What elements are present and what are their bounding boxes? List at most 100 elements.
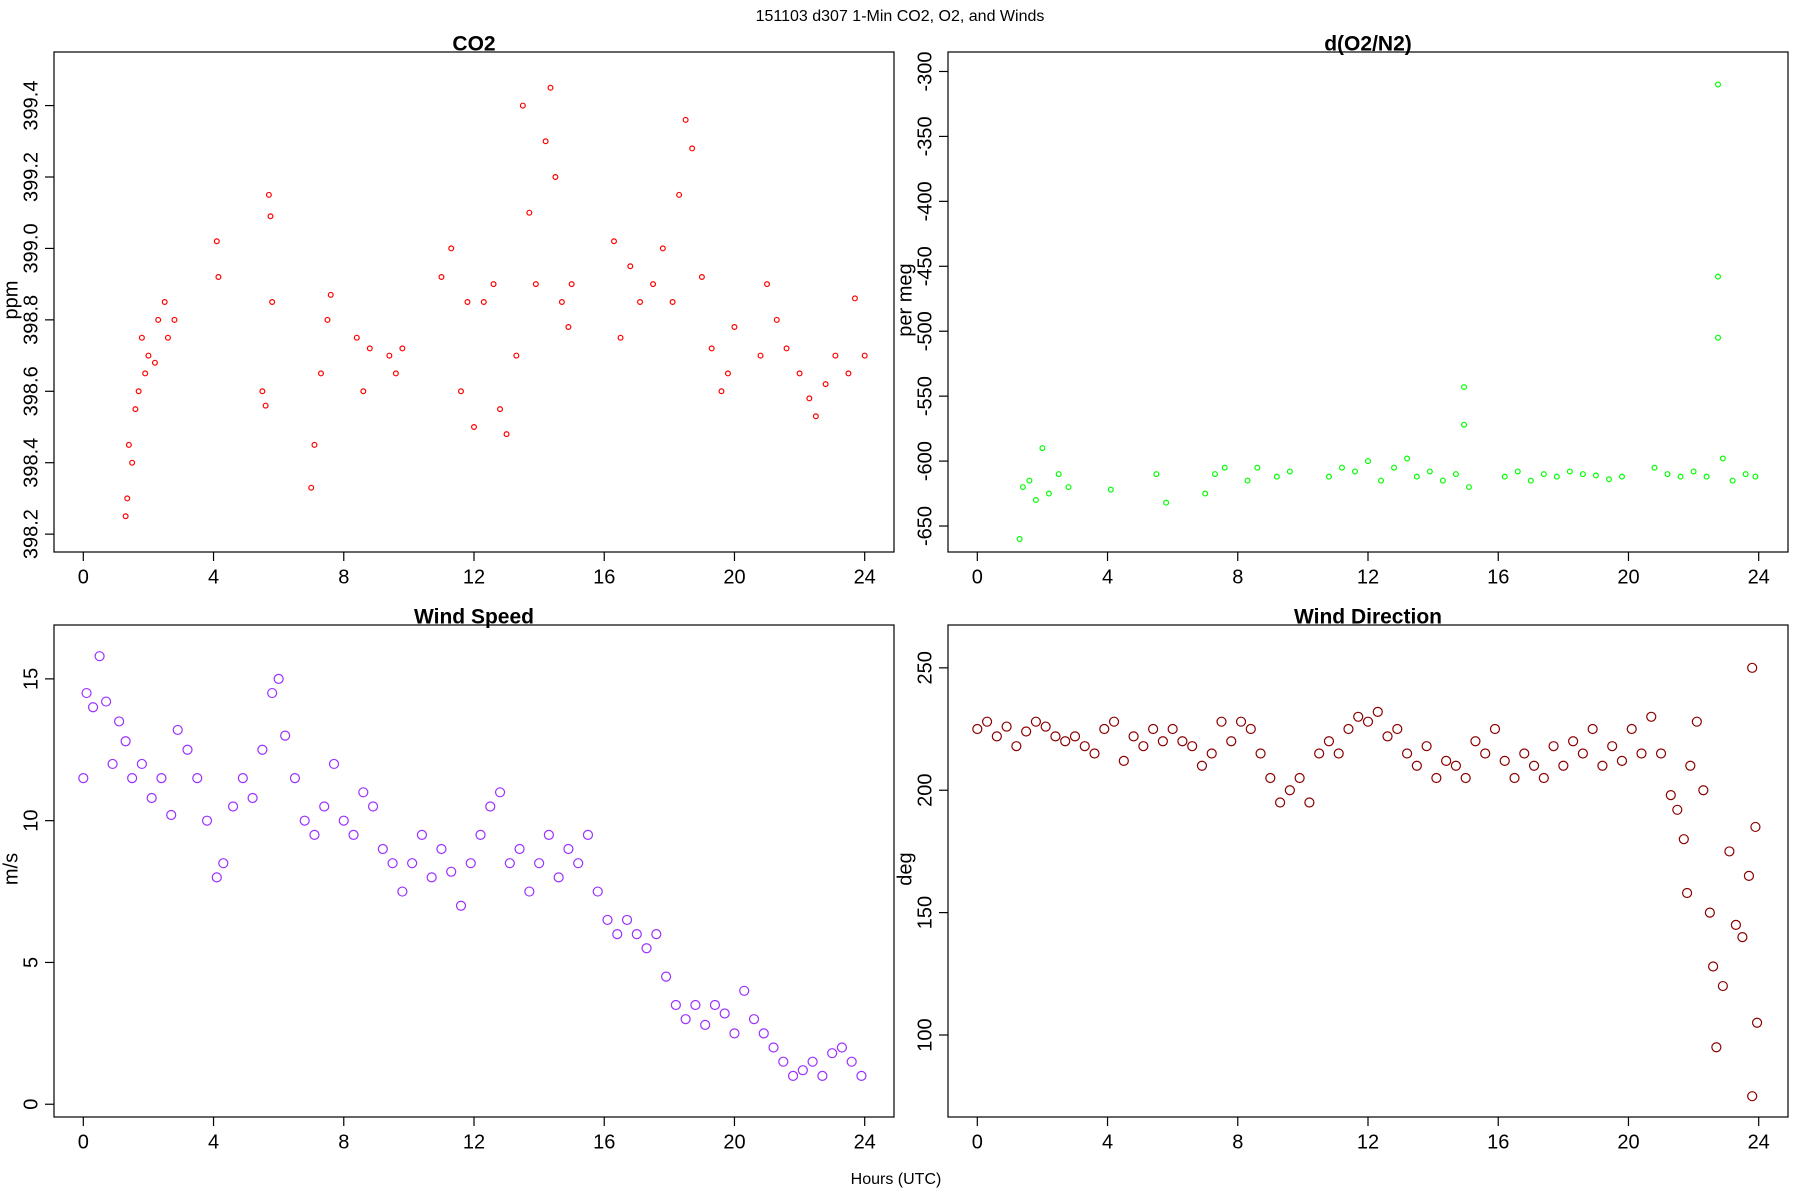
data-point	[861, 352, 868, 359]
data-point	[806, 395, 813, 402]
data-point	[1690, 468, 1697, 475]
data-point	[748, 1014, 760, 1025]
data-point	[617, 334, 624, 341]
x-tick-label: 0	[972, 1131, 983, 1153]
x-tick-label: 20	[723, 1131, 745, 1153]
data-point	[1747, 1091, 1758, 1102]
y-tick-label: -600	[914, 441, 936, 481]
data-point	[1566, 468, 1573, 475]
data-point	[1426, 468, 1433, 475]
data-point	[475, 829, 486, 840]
data-point	[497, 406, 504, 413]
data-point	[783, 345, 790, 352]
data-point	[1032, 497, 1039, 504]
data-point	[1519, 748, 1530, 759]
data-point	[1703, 473, 1710, 480]
data-point	[524, 886, 535, 897]
y-tick-label: 200	[914, 774, 936, 807]
data-point	[1480, 748, 1491, 759]
data-point	[438, 274, 445, 281]
data-point	[621, 914, 633, 926]
data-point	[1719, 455, 1726, 462]
data-point	[1577, 748, 1588, 759]
y-tick-label: 0	[20, 1099, 42, 1110]
data-point	[120, 736, 131, 747]
data-point	[1040, 721, 1051, 732]
x-tick-label: 16	[593, 1131, 615, 1153]
data-point	[637, 299, 644, 306]
data-point	[731, 324, 738, 331]
data-point	[1553, 473, 1560, 480]
data-point	[122, 513, 129, 520]
data-point	[399, 345, 406, 352]
data-point	[465, 858, 476, 869]
y-tick-label: -500	[914, 311, 936, 351]
data-point	[1607, 741, 1618, 752]
x-tick-label: 8	[1232, 1131, 1243, 1153]
data-point	[822, 381, 829, 388]
data-point	[267, 687, 278, 699]
data-point	[1465, 484, 1472, 491]
data-point	[1461, 384, 1468, 391]
data-point	[1211, 471, 1218, 478]
data-point	[138, 334, 145, 341]
data-point	[1470, 736, 1481, 747]
data-point	[1411, 760, 1422, 771]
data-point	[213, 238, 220, 245]
data-point	[568, 281, 575, 288]
data-point	[317, 370, 324, 377]
data-point	[817, 1070, 828, 1081]
data-point	[757, 352, 764, 359]
data-point	[1452, 471, 1459, 478]
data-point	[319, 801, 330, 812]
x-tick-label: 12	[463, 566, 485, 588]
data-point	[1558, 760, 1569, 771]
y-tick-label: 250	[914, 651, 936, 684]
data-point	[78, 773, 89, 784]
data-point	[1021, 726, 1032, 737]
data-point	[161, 299, 168, 306]
data-point	[1391, 464, 1398, 471]
data-point	[504, 858, 515, 869]
y-tick-label: 100	[914, 1018, 936, 1051]
plot-frame	[947, 624, 1789, 1118]
data-point	[700, 1019, 711, 1030]
figure-title: 151103 d307 1-Min CO2, O2, and Winds	[756, 8, 1045, 25]
data-point	[1597, 760, 1608, 771]
x-tick-label: 20	[723, 566, 745, 588]
data-point	[338, 815, 349, 826]
data-point	[1255, 748, 1266, 759]
data-point	[1235, 716, 1247, 727]
data-point	[1743, 870, 1755, 881]
x-tick-label: 12	[1357, 1131, 1379, 1153]
data-point	[1392, 723, 1403, 735]
data-point	[519, 102, 526, 109]
data-point	[455, 900, 467, 911]
data-point	[1499, 755, 1510, 766]
data-point	[1294, 772, 1305, 784]
y-tick-label: 398.6	[20, 366, 42, 416]
data-point	[669, 299, 676, 306]
data-point	[610, 238, 617, 245]
plot-frame	[53, 51, 895, 553]
data-point	[464, 299, 471, 306]
data-point	[142, 370, 149, 377]
data-point	[796, 370, 803, 377]
data-point	[1001, 721, 1012, 732]
x-tick-label: 24	[854, 566, 876, 588]
data-point	[146, 792, 157, 804]
x-tick-label: 24	[854, 1131, 876, 1153]
data-point	[1163, 499, 1170, 506]
data-point	[1177, 736, 1188, 747]
data-point	[1548, 741, 1559, 752]
data-point	[709, 999, 721, 1011]
data-point	[1540, 471, 1547, 478]
data-point	[166, 809, 177, 821]
data-point	[1665, 790, 1676, 801]
data-point	[563, 843, 574, 855]
data-point	[768, 1042, 779, 1053]
data-point	[832, 352, 839, 359]
data-point	[311, 441, 318, 448]
data-point	[132, 406, 139, 413]
